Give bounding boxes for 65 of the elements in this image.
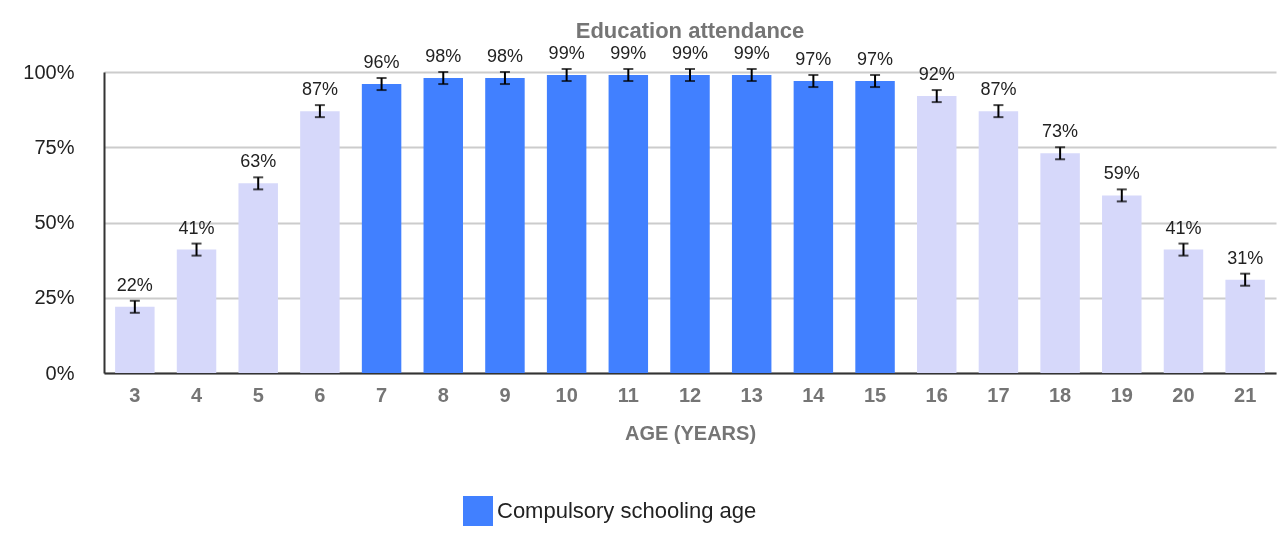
bar (176, 249, 217, 373)
bar (978, 111, 1019, 373)
x-tick-label: 17 (987, 383, 1010, 406)
y-tick-label: 25% (34, 286, 75, 309)
y-tick-label: 100% (23, 60, 75, 83)
x-tick-label: 20 (1172, 383, 1195, 406)
bar (238, 183, 278, 373)
bar (793, 81, 834, 373)
x-tick-label: 3 (129, 383, 141, 406)
bar (115, 306, 155, 373)
x-tick-label: 11 (617, 383, 639, 406)
x-tick-label: 8 (437, 383, 449, 406)
bar (1102, 195, 1142, 373)
x-tick-label: 9 (499, 383, 511, 406)
bar (1225, 279, 1265, 373)
data-label: 97% (795, 49, 832, 70)
bar (917, 96, 957, 373)
bar (423, 78, 463, 373)
data-label: 59% (1103, 163, 1140, 184)
bar (485, 78, 525, 373)
bar (1040, 153, 1080, 373)
data-label: 41% (178, 217, 215, 238)
bar (1163, 249, 1204, 373)
x-tick-label: 16 (925, 383, 948, 406)
x-tick-label: 13 (740, 383, 763, 406)
bar (731, 75, 772, 373)
x-tick-label: 5 (252, 383, 264, 406)
data-label: 96% (363, 52, 400, 73)
y-tick-label: 75% (34, 135, 75, 158)
bar (608, 75, 649, 373)
x-tick-label: 7 (376, 383, 388, 406)
data-label: 87% (980, 79, 1017, 100)
data-label: 31% (1227, 247, 1264, 268)
bar (546, 75, 587, 373)
bar (670, 75, 710, 373)
legend-label: Compulsory schooling age (497, 498, 757, 523)
data-label: 98% (486, 46, 523, 66)
x-tick-label: 21 (1234, 383, 1257, 406)
x-tick-label: 10 (555, 383, 578, 406)
x-tick-label: 18 (1048, 383, 1072, 406)
data-label: 87% (301, 79, 338, 100)
x-tick-label: 14 (802, 383, 826, 406)
data-label: 63% (240, 151, 277, 172)
y-tick-label: 50% (34, 211, 75, 233)
data-label: 73% (1042, 121, 1079, 142)
data-label: 99% (671, 42, 709, 63)
x-axis-title: AGE (YEARS) (624, 421, 757, 444)
data-label: 99% (610, 42, 647, 63)
data-label: 22% (116, 274, 153, 295)
data-label: 97% (857, 49, 894, 70)
data-label: 99% (548, 42, 585, 63)
bar (855, 81, 895, 373)
chart-title: Education attendance (575, 17, 805, 43)
bar (300, 111, 340, 373)
x-tick-label: 4 (190, 383, 203, 406)
data-label: 92% (918, 64, 955, 85)
x-tick-label: 15 (863, 383, 887, 406)
x-tick-label: 6 (314, 383, 326, 406)
data-label: 98% (425, 46, 462, 66)
data-label: 41% (1165, 217, 1202, 238)
bar (361, 84, 402, 373)
x-tick-label: 19 (1110, 383, 1133, 406)
data-label: 99% (733, 42, 770, 63)
y-tick-label: 0% (45, 361, 75, 384)
x-tick-label: 12 (678, 383, 702, 406)
